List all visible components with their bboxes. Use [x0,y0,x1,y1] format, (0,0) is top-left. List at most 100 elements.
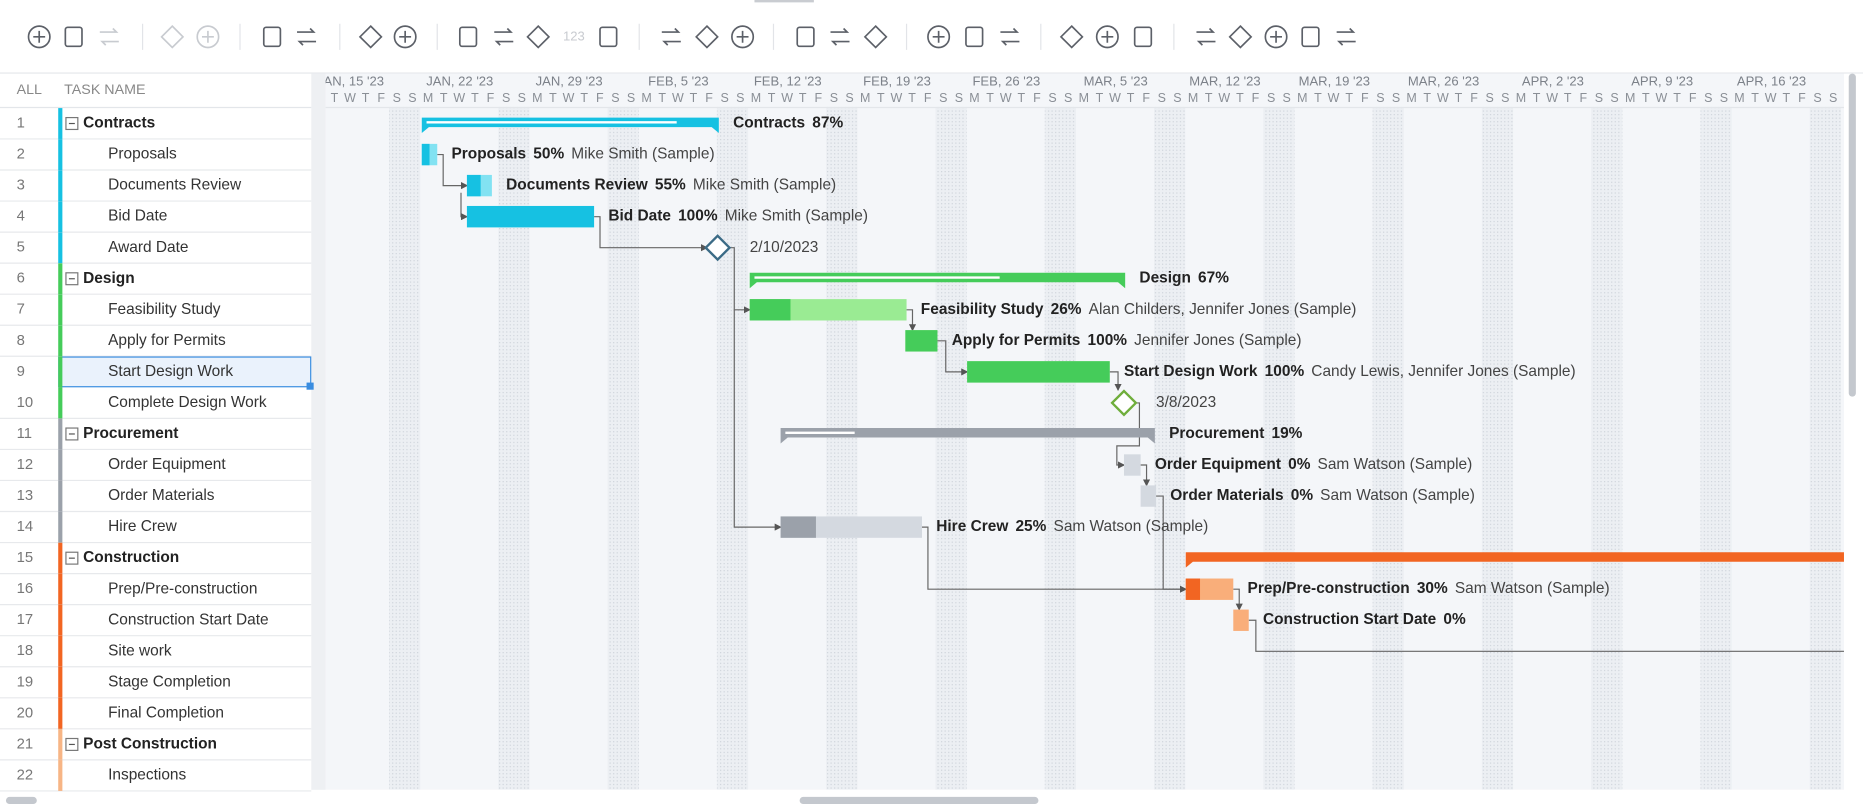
toolbar-button[interactable] [965,26,984,48]
toolbar-button[interactable] [863,24,888,49]
weekday-letter: W [672,91,684,105]
toolbar-button[interactable] [695,24,719,49]
weekday-letter: T [1096,91,1104,105]
weekday-letter: T [331,91,339,105]
toolbar-button[interactable] [1059,24,1084,49]
task-name[interactable]: Award Date [108,239,188,256]
summary-bar[interactable] [1185,552,1863,568]
group-name[interactable]: Construction [83,549,179,566]
toolbar-button[interactable] [830,27,850,46]
icon [399,30,412,43]
milestone[interactable] [704,234,732,262]
bar-label: Documents Review 55% Mike Smith (Sample) [506,177,836,194]
icon [1264,25,1288,49]
group-name[interactable]: Contracts [83,115,155,132]
weekday-letter: S [1813,91,1821,105]
bar-label-assignee: Candy Lewis, Jennifer Jones (Sample) [1311,363,1575,380]
milestone[interactable] [1110,389,1138,417]
task-name[interactable]: Inspections [108,767,186,784]
task-bar[interactable] [1123,454,1141,476]
toolbar-button[interactable] [526,24,551,49]
icon [736,30,749,43]
toolbar-button[interactable] [731,25,755,49]
row-number: 22 [17,767,34,783]
resize-handle[interactable] [306,382,314,390]
weekday-letter: F [815,91,823,105]
bar-label: Feasibility Study 26% Alan Childers, Jenni… [921,301,1357,318]
toolbar-button[interactable] [358,24,383,49]
row-number: 19 [17,674,34,690]
toolbar-button[interactable] [1133,26,1153,48]
toolbar-button[interactable] [661,27,681,46]
bar-label-progress: 55% [655,177,686,194]
toolbar-button[interactable] [196,25,220,49]
weekday-letter: S [393,91,401,105]
task-name[interactable]: Hire Crew [108,518,177,535]
task-name[interactable]: Order Materials [108,487,215,504]
toolbar-button[interactable] [160,24,185,49]
toolbar-button[interactable] [1264,25,1288,49]
task-name[interactable]: Site work [108,642,172,659]
phase-strip [58,573,63,605]
gantt-scroll-thumb[interactable] [799,796,1039,805]
group-name[interactable]: Post Construction [83,736,217,753]
toolbar-button[interactable] [1336,27,1356,46]
summary-bar[interactable] [780,428,1155,444]
task-name[interactable]: Prep/Pre-construction [108,580,257,597]
task-name[interactable]: Construction Start Date [108,611,268,628]
toolbar-button[interactable] [1301,26,1320,48]
bar-label-name: Order Equipment [1155,456,1281,473]
toolbar-button[interactable] [927,25,951,49]
phase-strip [58,418,63,450]
v-scroll-thumb[interactable] [1848,73,1856,397]
dependency-line [733,309,782,531]
group-name[interactable]: Procurement [83,425,178,442]
number-format-button[interactable]: 123 [563,28,585,43]
toolbar-button[interactable] [297,27,317,46]
dependency-line [1109,371,1122,392]
task-name[interactable]: Stage Completion [108,673,231,690]
toolbar-button[interactable] [1095,25,1119,49]
weekday-letter: W [563,91,575,105]
toolbar-button[interactable] [99,27,119,46]
icon [1196,27,1216,46]
icon [863,24,888,49]
task-name[interactable]: Complete Design Work [108,394,267,411]
weekday-letter: S [1595,91,1603,105]
toolbar-button[interactable] [494,27,514,46]
task-name[interactable]: Documents Review [108,177,242,194]
toolbar-button[interactable] [27,25,51,49]
task-name[interactable]: Final Completion [108,704,224,721]
task-name[interactable]: Bid Date [108,208,167,225]
task-progress [967,361,1110,383]
toolbar-button[interactable] [1196,27,1216,46]
row-number: 10 [17,395,34,411]
task-bar[interactable] [1140,485,1157,507]
toolbar-button[interactable] [796,26,815,48]
bar-label-name: Procurement [1169,425,1264,442]
splitter[interactable] [311,73,326,810]
phase-strip [58,511,63,543]
task-bar[interactable] [1233,609,1249,631]
task-name[interactable]: Order Equipment [108,456,226,473]
all-header[interactable]: ALL [17,82,42,98]
task-name[interactable]: Feasibility Study [108,301,221,318]
toolbar-button[interactable] [458,26,478,48]
icon [526,24,551,49]
toolbar-button[interactable] [262,26,282,48]
group-name[interactable]: Design [83,270,134,287]
task-name[interactable]: Apply for Permits [108,332,226,349]
toolbar-button[interactable] [1000,27,1020,46]
selected-row[interactable] [58,356,312,388]
task-name[interactable]: Proposals [108,146,177,163]
bar-label: Design 67% [1139,270,1229,287]
toolbar-button[interactable] [64,26,83,48]
toolbar-button[interactable] [393,25,417,49]
toolbar-button[interactable] [1228,24,1253,49]
weekday-letter: S [736,91,744,105]
task-name[interactable]: Start Design Work [108,363,233,380]
grid-scroll-thumb[interactable] [5,796,37,805]
week-label: MAR, 5 '23 [1084,73,1148,88]
weekday-letter: T [1783,91,1791,105]
toolbar-button[interactable] [599,26,618,48]
